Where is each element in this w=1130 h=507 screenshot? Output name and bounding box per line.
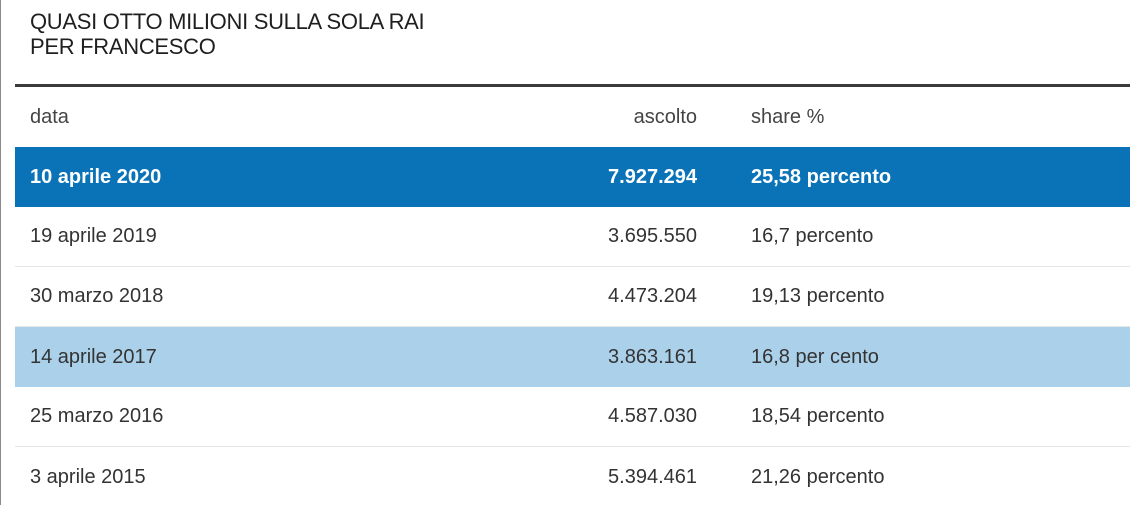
cell-ascolto: 7.927.294 bbox=[608, 165, 697, 188]
table-row: 25 marzo 2016 4.587.030 18,54 percento bbox=[15, 387, 1130, 447]
cell-share: 16,7 percento bbox=[751, 225, 874, 247]
cell-share: 18,54 percento bbox=[751, 405, 885, 427]
cell-ascolto: 5.394.461 bbox=[608, 465, 697, 488]
cell-ascolto: 3.695.550 bbox=[608, 225, 697, 247]
data-table: data ascolto share % 10 aprile 2020 7.927… bbox=[15, 87, 1130, 507]
cell-ascolto: 4.473.204 bbox=[608, 285, 697, 307]
table-row: 19 aprile 2019 3.695.550 16,7 percento bbox=[15, 207, 1130, 267]
column-header-ascolto: ascolto bbox=[633, 105, 697, 128]
cell-data: 3 aprile 2015 bbox=[30, 465, 146, 488]
frame-left-border bbox=[0, 0, 1, 505]
chart-title-line-2: PER FRANCESCO bbox=[30, 34, 216, 59]
cell-ascolto: 4.587.030 bbox=[608, 405, 697, 427]
column-header-data: data bbox=[30, 105, 69, 128]
cell-data: 19 aprile 2019 bbox=[30, 225, 157, 247]
cell-data: 25 marzo 2016 bbox=[30, 405, 164, 427]
chart-title: QUASI OTTO MILIONI SULLA SOLA RAI PER FR… bbox=[30, 9, 425, 59]
cell-data: 10 aprile 2020 bbox=[30, 165, 162, 188]
table-body: 10 aprile 2020 7.927.294 25,58 percento 19 … bbox=[15, 147, 1130, 507]
cell-share: 21,26 percento bbox=[751, 465, 885, 488]
cell-share: 25,58 percento bbox=[751, 165, 892, 188]
chart-title-line-1: QUASI OTTO MILIONI SULLA SOLA RAI bbox=[30, 9, 425, 34]
cell-share: 19,13 percento bbox=[751, 285, 885, 307]
cell-share: 16,8 per cento bbox=[751, 345, 879, 368]
cell-data: 30 marzo 2018 bbox=[30, 285, 164, 307]
cell-ascolto: 3.863.161 bbox=[608, 345, 697, 368]
column-header-share: share % bbox=[751, 105, 825, 128]
header-rule bbox=[15, 84, 1130, 87]
cell-data: 14 aprile 2017 bbox=[30, 345, 157, 368]
table-header-row: data ascolto share % bbox=[15, 87, 1130, 147]
table-row: 30 marzo 2018 4.473.204 19,13 percento bbox=[15, 267, 1130, 327]
table-row: 10 aprile 2020 7.927.294 25,58 percento bbox=[15, 147, 1130, 207]
table-row: 14 aprile 2017 3.863.161 16,8 per cento bbox=[15, 327, 1130, 387]
table-row: 3 aprile 2015 5.394.461 21,26 percento bbox=[15, 447, 1130, 507]
